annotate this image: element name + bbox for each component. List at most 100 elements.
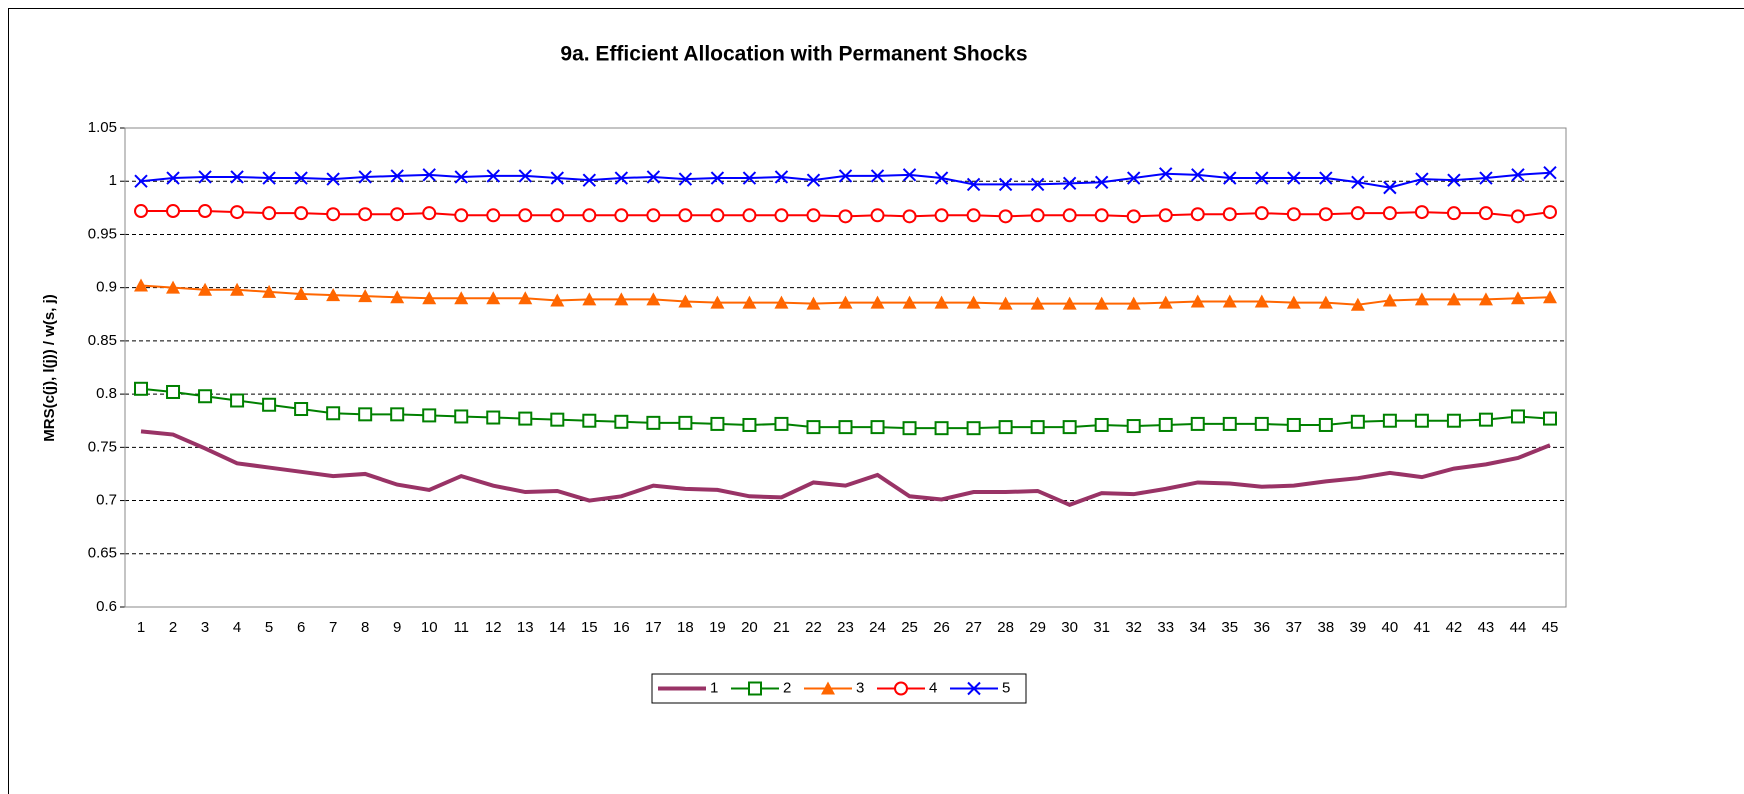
y-tick-label: 0.9 bbox=[96, 279, 117, 296]
x-tick-label: 16 bbox=[613, 619, 630, 636]
marker bbox=[486, 410, 501, 425]
marker bbox=[390, 169, 404, 183]
marker bbox=[998, 296, 1013, 310]
y-tick-label: 1.05 bbox=[88, 119, 117, 136]
marker bbox=[422, 408, 437, 423]
marker bbox=[1126, 171, 1141, 185]
x-tick-label: 42 bbox=[1446, 619, 1463, 636]
marker bbox=[678, 294, 693, 308]
marker bbox=[294, 402, 309, 417]
series bbox=[134, 381, 1557, 436]
x-tick-label: 33 bbox=[1157, 619, 1174, 636]
marker bbox=[998, 420, 1013, 435]
marker bbox=[422, 168, 436, 182]
marker bbox=[678, 208, 693, 223]
marker bbox=[646, 170, 661, 184]
marker bbox=[1030, 177, 1045, 192]
x-tick-label: 1 bbox=[137, 619, 145, 636]
chart-title: 9a. Efficient Allocation with Permanent … bbox=[560, 43, 1027, 66]
marker bbox=[294, 171, 308, 185]
marker bbox=[1350, 206, 1365, 221]
x-tick-label: 41 bbox=[1414, 619, 1431, 636]
legend-marker bbox=[748, 681, 762, 696]
marker bbox=[1254, 416, 1269, 431]
x-tick-label: 3 bbox=[201, 619, 209, 636]
marker bbox=[262, 171, 276, 185]
marker bbox=[1126, 419, 1141, 434]
x-tick-label: 8 bbox=[361, 619, 369, 636]
marker bbox=[1511, 168, 1525, 182]
marker bbox=[294, 287, 309, 301]
marker bbox=[1350, 414, 1365, 429]
marker bbox=[1318, 207, 1333, 222]
marker bbox=[678, 415, 693, 430]
marker bbox=[1319, 171, 1333, 185]
x-tick-label: 31 bbox=[1093, 619, 1110, 636]
marker bbox=[1382, 413, 1397, 428]
marker bbox=[710, 416, 725, 431]
marker bbox=[1030, 420, 1045, 435]
marker bbox=[518, 291, 533, 305]
x-tick-label: 37 bbox=[1285, 619, 1302, 636]
legend-marker bbox=[821, 681, 835, 695]
marker bbox=[134, 381, 149, 396]
marker bbox=[550, 412, 565, 427]
marker bbox=[1287, 171, 1301, 185]
marker bbox=[326, 406, 341, 421]
y-axis-label: MRS(c(j), l(j)) / w(s, j) bbox=[41, 294, 58, 442]
x-tick-label: 4 bbox=[233, 619, 241, 636]
marker bbox=[870, 295, 885, 309]
marker bbox=[806, 296, 821, 310]
x-tick-label: 39 bbox=[1350, 619, 1367, 636]
marker bbox=[1094, 296, 1109, 310]
marker bbox=[486, 208, 501, 223]
marker bbox=[966, 295, 981, 309]
x-tick-label: 18 bbox=[677, 619, 694, 636]
marker bbox=[1478, 412, 1493, 427]
marker bbox=[1062, 208, 1077, 223]
y-tick-label: 0.6 bbox=[96, 598, 117, 615]
marker bbox=[1223, 171, 1237, 185]
marker bbox=[1254, 294, 1269, 308]
marker bbox=[646, 292, 661, 306]
marker bbox=[614, 292, 629, 306]
marker bbox=[678, 172, 693, 186]
x-tick-label: 11 bbox=[453, 619, 469, 636]
marker bbox=[614, 208, 629, 223]
marker bbox=[1126, 296, 1141, 310]
x-tick-label: 43 bbox=[1478, 619, 1495, 636]
marker bbox=[1030, 208, 1045, 223]
marker bbox=[1351, 175, 1365, 189]
marker bbox=[134, 174, 148, 188]
legend-label: 3 bbox=[856, 679, 864, 696]
marker bbox=[1446, 292, 1461, 306]
marker bbox=[230, 205, 245, 220]
marker bbox=[998, 209, 1013, 224]
marker bbox=[1478, 206, 1493, 221]
marker bbox=[454, 208, 469, 223]
x-tick-label: 26 bbox=[933, 619, 950, 636]
marker bbox=[1094, 175, 1109, 189]
marker bbox=[262, 284, 277, 298]
marker bbox=[1222, 294, 1237, 308]
marker bbox=[806, 173, 821, 187]
marker bbox=[1350, 297, 1365, 311]
marker bbox=[166, 384, 181, 399]
x-tick-label: 5 bbox=[265, 619, 273, 636]
series bbox=[134, 165, 1557, 195]
marker bbox=[486, 291, 501, 305]
marker bbox=[1062, 296, 1077, 310]
marker bbox=[454, 409, 469, 424]
marker bbox=[806, 420, 821, 435]
x-tick-label: 25 bbox=[901, 619, 918, 636]
marker bbox=[582, 292, 597, 306]
marker bbox=[198, 170, 212, 184]
marker bbox=[742, 417, 757, 432]
marker bbox=[1446, 413, 1461, 428]
marker bbox=[486, 169, 500, 183]
marker bbox=[710, 208, 725, 223]
marker bbox=[838, 420, 853, 435]
marker bbox=[1510, 291, 1525, 305]
marker bbox=[262, 397, 277, 412]
y-tick-label: 0.95 bbox=[88, 225, 117, 242]
